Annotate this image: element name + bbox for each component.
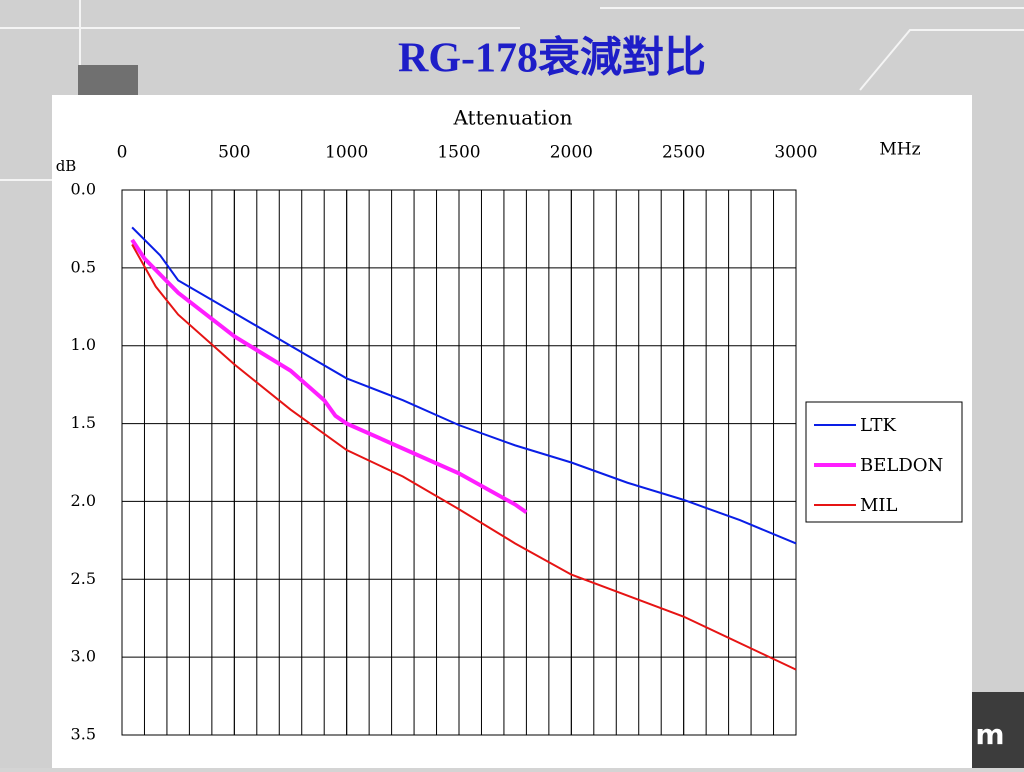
y-tick-label: 1.5 [71,413,96,432]
y-tick-label: 1.0 [71,335,96,354]
decoration-block [78,65,138,95]
corner-text: m [975,718,1004,751]
y-tick-label: 3.5 [71,725,96,744]
x-tick-label: 1500 [437,143,480,163]
x-tick-label: 3000 [774,143,817,163]
x-tick-label: 2000 [550,143,593,163]
slide-title: RG-178衰減對比 [398,35,706,82]
data-line [131,226,797,545]
x-tick-label: 500 [218,143,250,163]
legend-label: MIL [860,495,898,516]
data-line [131,244,797,671]
y-tick-label: 2.0 [71,491,96,510]
legend-label: LTK [860,415,896,436]
data-line [130,238,528,514]
legend-box [805,401,963,523]
x-tick-label: 2500 [662,143,705,163]
x-tick-label: 0 [117,143,128,163]
y-label: dB [56,157,77,175]
y-tick-label: 2.5 [71,569,96,588]
x-tick-label: 1000 [325,143,368,163]
y-tick-label: 3.0 [71,647,96,666]
legend-label: BELDON [860,455,943,476]
x-unit: MHz [879,140,920,160]
chart-title: Attenuation [452,106,572,130]
plot-frame [121,189,797,736]
y-tick-label: 0.0 [71,180,96,199]
y-tick-label: 0.5 [71,257,96,276]
